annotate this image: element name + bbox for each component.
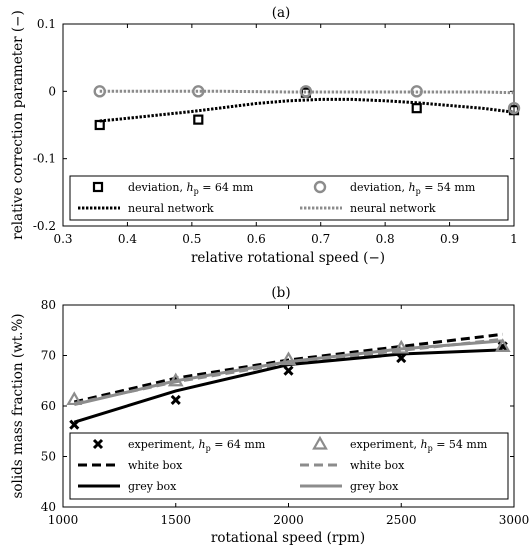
x-tick-label: 0.3 (53, 232, 72, 246)
series-line (73, 339, 503, 406)
y-tick-label: -0.2 (33, 219, 56, 233)
data-point-triangle (66, 391, 83, 406)
x-tick-label: 0.4 (118, 232, 137, 246)
legend-label: white box (350, 459, 405, 472)
legend-label: neural network (128, 202, 214, 215)
data-point-circle (192, 85, 205, 98)
data-point-triangle (167, 372, 184, 387)
x-tick-label: 0.7 (311, 232, 330, 246)
legend-label: deviation, hp = 54 mm (350, 181, 476, 196)
legend-box (69, 432, 509, 500)
chart-panel-b: (b) 1000 1500 2000 2500 3000 40 50 60 70 80 rotat… (10, 285, 529, 546)
series-line (99, 89, 515, 95)
data-point-triangle (494, 338, 511, 353)
y-tick-label: 80 (41, 298, 56, 312)
x-tick-label: 3000 (499, 513, 530, 527)
legend-label: experiment, hp = 64 mm (128, 438, 266, 453)
panel-a-xlabel: relative rotational speed (−) (191, 250, 385, 266)
panel-a-title: (a) (272, 5, 291, 21)
panel-b-ylabel: solids mass fraction (wt.%) (10, 313, 26, 498)
x-tick-label: 2000 (273, 513, 304, 527)
legend-label: deviation, hp = 64 mm (128, 181, 254, 196)
y-tick-label: 50 (41, 450, 56, 464)
x-tick-label: 1 (510, 232, 518, 246)
legend-box (69, 175, 509, 221)
panel-b-series (66, 332, 511, 430)
panel-a-series (93, 85, 521, 131)
y-tick-label: 70 (41, 349, 56, 363)
data-point-x (170, 394, 181, 406)
panel-a-ticks: 0.3 0.4 0.5 0.6 0.7 0.8 0.9 1 -0.2 -0.1 0 0.1 (33, 17, 518, 246)
data-point-circle (299, 85, 313, 98)
legend-marker (312, 435, 328, 450)
data-point-triangle (393, 339, 410, 354)
panel-b-legend: experiment, hp = 64 mm experiment, hp = 5… (69, 432, 509, 500)
data-point-square (193, 114, 204, 125)
series-line (99, 97, 515, 123)
legend-label: experiment, hp = 54 mm (350, 438, 488, 453)
x-tick-label: 0.6 (247, 232, 266, 246)
y-tick-label: 0 (48, 84, 56, 98)
data-point-square (94, 119, 105, 131)
x-tick-label: 1500 (160, 513, 191, 527)
x-tick-label: 0.8 (376, 232, 395, 246)
data-point-circle (93, 85, 106, 98)
legend-label: grey box (350, 480, 399, 493)
y-tick-label: 0.1 (37, 17, 56, 31)
data-point-x (69, 419, 80, 430)
data-point-triangle (280, 351, 297, 366)
data-point-circle (410, 85, 423, 98)
data-point-square (411, 103, 422, 114)
panel-b-title: (b) (271, 285, 290, 301)
x-tick-label: 2500 (386, 513, 417, 527)
y-tick-label: 40 (41, 500, 56, 514)
series-line (73, 332, 503, 404)
x-tick-label: 0.5 (182, 232, 201, 246)
data-point-x (396, 352, 407, 364)
panel-a-ylabel: relative correction parameter (−) (10, 10, 26, 239)
legend-label: white box (128, 459, 183, 472)
panel-a-axes-box (62, 23, 515, 227)
legend-label: grey box (128, 480, 177, 493)
y-tick-label: -0.1 (33, 152, 56, 166)
panel-b-ticks: 1000 1500 2000 2500 3000 40 50 60 70 80 (41, 298, 530, 527)
panel-b-xlabel: rotational speed (rpm) (211, 530, 365, 546)
x-tick-label: 1000 (48, 513, 79, 527)
chart-panel-a: (a) 0.3 0.4 0.5 0.6 0.7 0.8 0.9 1 -0.2 -0.1 0 0.1 r… (10, 5, 521, 266)
y-tick-label: 60 (41, 399, 56, 413)
panel-a-legend: deviation, hp = 64 mm deviation, hp = 54 … (69, 175, 509, 221)
data-point-circle (507, 101, 521, 115)
legend-marker (92, 438, 104, 450)
legend-marker (92, 181, 104, 193)
legend-marker (313, 180, 327, 194)
legend-label: neural network (350, 202, 436, 215)
data-point-x (283, 365, 294, 376)
x-tick-label: 0.9 (440, 232, 459, 246)
